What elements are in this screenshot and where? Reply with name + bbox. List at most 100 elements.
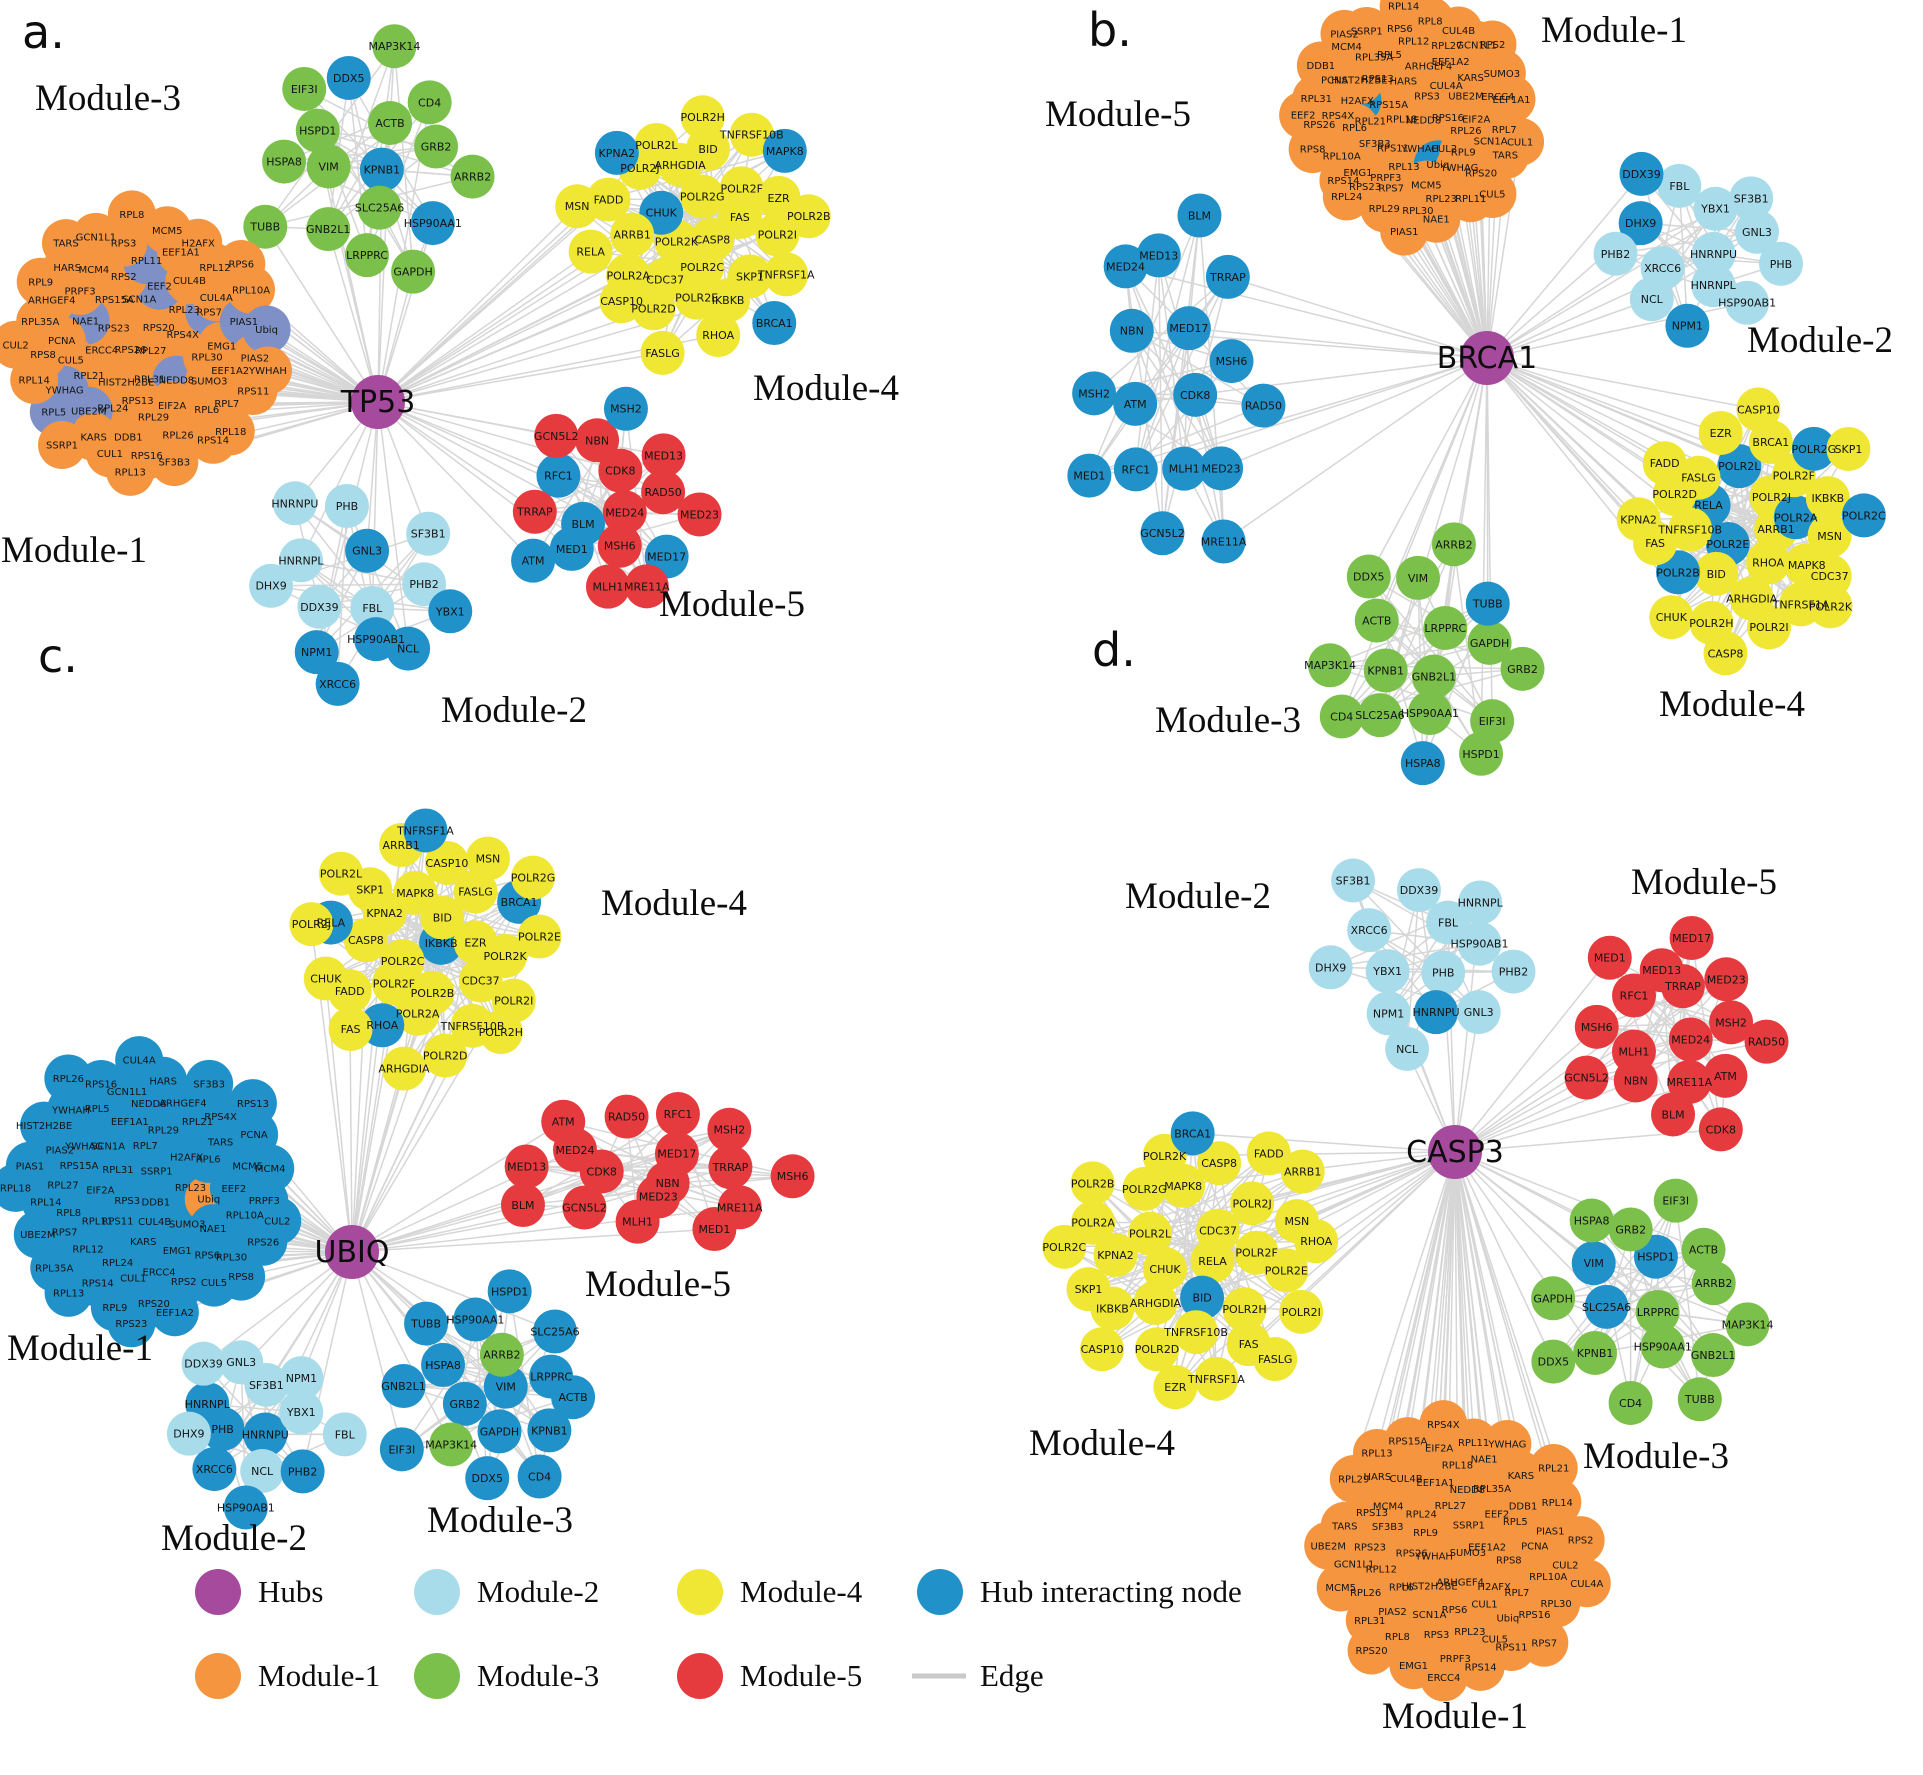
node-label: EEF2 bbox=[221, 1184, 246, 1195]
node-label: Ubiq bbox=[197, 1195, 220, 1206]
node-label: HSP90AA1 bbox=[1401, 707, 1459, 720]
edge bbox=[327, 45, 396, 230]
network-node bbox=[1529, 1444, 1578, 1493]
node-label: BID bbox=[433, 912, 452, 925]
hub-edge bbox=[327, 228, 379, 403]
node-label: HNRNPL bbox=[1691, 279, 1737, 292]
node-label: RPL24 bbox=[1331, 192, 1362, 203]
network-node bbox=[1280, 1149, 1325, 1194]
module-label: Module-1 bbox=[1, 530, 147, 571]
node-label: MED23 bbox=[1707, 973, 1746, 986]
network-node bbox=[295, 108, 340, 153]
hub-edge bbox=[1444, 357, 1488, 629]
node-label: POLR2B bbox=[1656, 566, 1700, 579]
node-label: UBE2M bbox=[1448, 92, 1484, 103]
network-node bbox=[465, 1456, 510, 1501]
network-node bbox=[1681, 1227, 1726, 1272]
network-node bbox=[603, 386, 648, 431]
network-node bbox=[185, 1059, 234, 1108]
node-label: ARRB2 bbox=[454, 171, 491, 184]
node-label: GNB2L1 bbox=[1691, 1349, 1735, 1362]
node-label: POLR2D bbox=[1652, 488, 1697, 501]
legend-swatch-module2 bbox=[414, 1569, 460, 1615]
node-label: FBL bbox=[1438, 917, 1459, 930]
network-node bbox=[598, 448, 643, 493]
legend-label: Hubs bbox=[258, 1574, 323, 1609]
node-label: RPL30 bbox=[191, 352, 222, 363]
network-node bbox=[1319, 694, 1364, 739]
label-layer: d. PHB YBX1 FBL HNRNPU XRCC6 HSP90AB1 NPM1 DDX39… bbox=[1029, 623, 1785, 1737]
network-node bbox=[599, 279, 644, 324]
network-node bbox=[253, 1196, 302, 1245]
node-label: CHUK bbox=[1149, 1263, 1181, 1276]
node-label: ARRB1 bbox=[1757, 523, 1794, 536]
network-node bbox=[1640, 1324, 1685, 1369]
node-label: RPS20 bbox=[143, 323, 175, 334]
network-node bbox=[1841, 493, 1886, 538]
node-label: RAD50 bbox=[1245, 400, 1282, 413]
node-label: GNB2L1 bbox=[306, 223, 350, 236]
network-node bbox=[150, 438, 199, 487]
node-label: MCM4 bbox=[1331, 42, 1362, 53]
node-label: RPL21 bbox=[73, 371, 104, 382]
node-label: ATM bbox=[522, 555, 545, 568]
node-label: YWHAH bbox=[51, 1105, 90, 1116]
node-label: POLR2J bbox=[1752, 491, 1791, 504]
network-node bbox=[315, 661, 360, 706]
network-node bbox=[1491, 949, 1536, 994]
node-label: ATM bbox=[1714, 1070, 1737, 1083]
legend-label: Module-2 bbox=[477, 1574, 599, 1609]
network-node bbox=[1487, 75, 1536, 124]
hub-edge bbox=[1486, 298, 1653, 359]
node-label: SSRP1 bbox=[1351, 27, 1383, 38]
node-label: RPL35A bbox=[1473, 1484, 1511, 1495]
label-layer: b. CDK8 ATM MED17 MLH1 NBN MSH6 RFC1 MED13 MED23 M… bbox=[1045, 2, 1893, 770]
network-node bbox=[479, 1332, 524, 1377]
legend-swatch-module5 bbox=[677, 1653, 723, 1699]
node-label: BLM bbox=[571, 518, 594, 531]
node-label: RPL14 bbox=[1388, 2, 1419, 13]
network-node bbox=[1128, 1211, 1173, 1256]
node-label: FAS bbox=[1239, 1338, 1259, 1351]
network-node bbox=[1363, 648, 1408, 693]
network-node bbox=[504, 1144, 549, 1189]
node-label: HNRNPL bbox=[1458, 896, 1504, 909]
node-label: NCL bbox=[1396, 1043, 1419, 1056]
network-node bbox=[1354, 598, 1399, 643]
node-label: NPM1 bbox=[301, 646, 332, 659]
node-label: POLR2G bbox=[680, 190, 725, 203]
network-node bbox=[1642, 441, 1687, 486]
network-node bbox=[1353, 1429, 1402, 1478]
network-node bbox=[562, 1185, 607, 1230]
network-node bbox=[1691, 231, 1736, 276]
panel-letter: c. bbox=[38, 629, 78, 683]
node-layer bbox=[0, 808, 815, 1530]
node-label: RPL9 bbox=[1413, 1528, 1438, 1539]
node-label: RPS23 bbox=[1354, 1542, 1386, 1553]
node-label: EEF1A1 bbox=[1493, 95, 1531, 106]
node-label: SF3B3 bbox=[1372, 1522, 1404, 1533]
node-label: RPL18 bbox=[0, 1183, 31, 1194]
node-label: RPS20 bbox=[1465, 168, 1497, 179]
node-label: POLR2C bbox=[381, 955, 425, 968]
node-label: ACTB bbox=[375, 117, 404, 130]
node-label: CUL2 bbox=[1431, 144, 1457, 155]
network-node bbox=[1196, 1208, 1241, 1253]
node-label: ARRB1 bbox=[382, 839, 419, 852]
node-label: LRPPRC bbox=[1424, 622, 1466, 635]
node-label: RPL30 bbox=[1402, 206, 1433, 217]
node-label: HNRNPU bbox=[271, 497, 318, 510]
node-label: SSRP1 bbox=[46, 441, 78, 452]
network-node bbox=[429, 1422, 474, 1467]
node-label: EIF2A bbox=[1462, 115, 1490, 126]
network-node bbox=[1649, 595, 1694, 640]
node-label: SKP1 bbox=[356, 883, 384, 896]
node-label: RPS16 bbox=[85, 1080, 117, 1091]
node-label: TNFRSF10B bbox=[440, 1020, 505, 1033]
network-node bbox=[279, 1356, 324, 1401]
network-node bbox=[262, 139, 307, 184]
network-node bbox=[674, 275, 719, 320]
node-label: MRE11A bbox=[1201, 535, 1247, 548]
network-node bbox=[1744, 1019, 1789, 1064]
node-label: GAPDH bbox=[1533, 1292, 1572, 1305]
